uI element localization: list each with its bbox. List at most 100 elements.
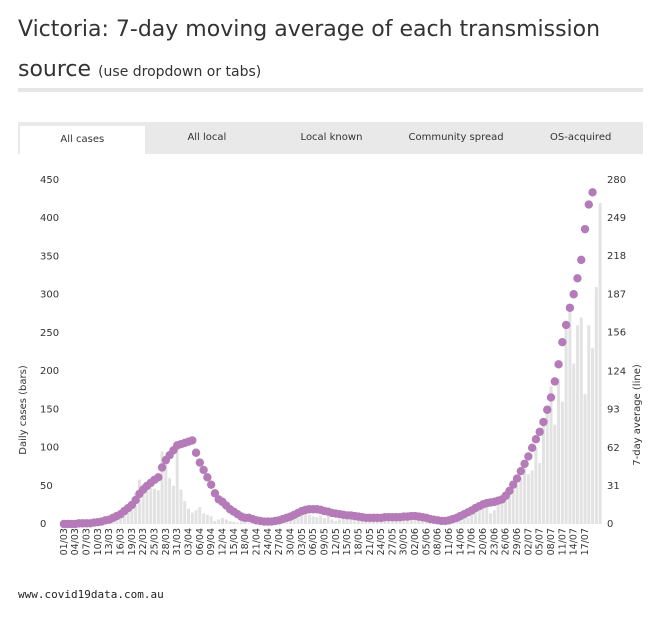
average-point xyxy=(580,224,590,234)
x-tick-label: 28/03 xyxy=(161,528,172,555)
bar xyxy=(375,520,379,524)
bar xyxy=(372,520,376,524)
x-tick-label: 25/03 xyxy=(150,528,161,555)
average-point xyxy=(588,188,597,197)
bar xyxy=(296,513,300,524)
average-point xyxy=(550,377,559,386)
right-tick-label: 280 xyxy=(607,175,626,186)
tab-local-known[interactable]: Local known xyxy=(300,132,363,143)
x-tick-label: 02/06 xyxy=(410,528,421,555)
average-point xyxy=(505,486,514,496)
bar xyxy=(587,325,591,524)
x-tick-label: 21/05 xyxy=(365,528,376,555)
right-axis: 0 31 62 93 124 156 187 218 249 280 xyxy=(607,175,626,530)
left-axis: 0 50 100 150 200 250 300 350 400 450 xyxy=(40,175,59,530)
x-tick-label: 22/03 xyxy=(138,528,149,555)
x-tick-label: 27/04 xyxy=(274,528,285,555)
bar xyxy=(541,424,545,524)
left-tick-label: 200 xyxy=(40,366,59,377)
bar xyxy=(341,518,345,524)
average-point xyxy=(558,337,567,347)
bar xyxy=(492,510,496,524)
left-tick-label: 250 xyxy=(40,328,59,339)
bar xyxy=(236,522,240,524)
bar xyxy=(424,520,428,524)
bar xyxy=(572,363,576,524)
bar xyxy=(568,309,572,524)
x-tick-label: 04/03 xyxy=(70,528,81,555)
bar xyxy=(126,507,130,524)
bar xyxy=(538,462,542,524)
left-tick-label: 350 xyxy=(40,251,59,262)
left-tick-label: 450 xyxy=(40,175,59,186)
bar xyxy=(224,519,228,524)
bar xyxy=(560,401,564,524)
bar xyxy=(387,521,391,524)
right-tick-label: 124 xyxy=(607,367,626,378)
title-subtitle: (use dropdown or tabs) xyxy=(98,64,262,80)
bar xyxy=(307,514,311,524)
x-axis: 01/03 04/03 07/03 10/03 13/03 16/03 19/03 22/03… xyxy=(59,528,591,555)
x-tick-label: 13/03 xyxy=(104,528,115,555)
bar xyxy=(171,485,175,524)
bar xyxy=(564,325,568,524)
bar xyxy=(481,508,485,524)
left-tick-label: 300 xyxy=(40,290,59,301)
average-point xyxy=(191,448,201,457)
bar xyxy=(130,505,134,524)
right-tick-label: 31 xyxy=(607,481,620,492)
x-tick-label: 30/05 xyxy=(399,528,410,555)
bar xyxy=(243,521,247,524)
tab-community-spread[interactable]: Community spread xyxy=(408,132,504,143)
bar xyxy=(205,514,209,524)
tab-all-cases[interactable]: All cases xyxy=(20,124,145,154)
bar xyxy=(217,519,221,524)
bar xyxy=(598,202,602,524)
average-point xyxy=(154,473,163,482)
x-tick-label: 23/06 xyxy=(489,528,500,555)
bar xyxy=(402,517,406,524)
x-tick-label: 08/07 xyxy=(546,528,557,555)
bar xyxy=(156,490,160,524)
average-point xyxy=(509,480,518,489)
average-point xyxy=(539,417,548,427)
x-tick-label: 24/04 xyxy=(263,528,274,555)
average-point xyxy=(203,473,212,482)
x-tick-label: 09/04 xyxy=(206,528,217,555)
bar xyxy=(523,466,527,524)
title-main: Victoria: 7-day moving average of each t… xyxy=(18,17,601,82)
x-tick-label: 30/04 xyxy=(285,528,296,555)
moving-average-line xyxy=(59,188,597,529)
bar xyxy=(160,451,164,524)
left-tick-label: 150 xyxy=(40,404,59,415)
x-tick-label: 03/05 xyxy=(297,528,308,555)
average-point xyxy=(531,435,541,444)
bar xyxy=(190,512,194,524)
bar xyxy=(406,519,410,524)
bar xyxy=(198,507,202,524)
tab-os-acquired[interactable]: OS-acquired xyxy=(550,132,612,143)
x-tick-label: 02/07 xyxy=(523,528,534,555)
x-tick-label: 15/04 xyxy=(229,528,240,555)
bar xyxy=(134,493,138,524)
bar xyxy=(179,489,183,524)
bar xyxy=(477,510,481,524)
bar xyxy=(489,513,493,524)
right-tick-label: 0 xyxy=(607,519,613,530)
x-tick-label: 14/06 xyxy=(455,528,466,555)
tab-all-local[interactable]: All local xyxy=(187,132,227,143)
page-title: Victoria: 7-day moving average of each t… xyxy=(18,10,648,92)
source-footer: www.covid19data.com.au xyxy=(18,588,164,601)
average-point xyxy=(573,274,582,283)
bar xyxy=(349,517,353,524)
x-tick-label: 16/03 xyxy=(116,528,127,555)
bar xyxy=(145,485,149,524)
average-point xyxy=(199,465,208,475)
bar xyxy=(209,516,213,524)
average-point xyxy=(512,474,522,483)
bar xyxy=(519,478,523,524)
bar xyxy=(549,386,553,524)
bar xyxy=(334,520,338,524)
bar xyxy=(304,511,308,524)
bar xyxy=(390,520,394,524)
